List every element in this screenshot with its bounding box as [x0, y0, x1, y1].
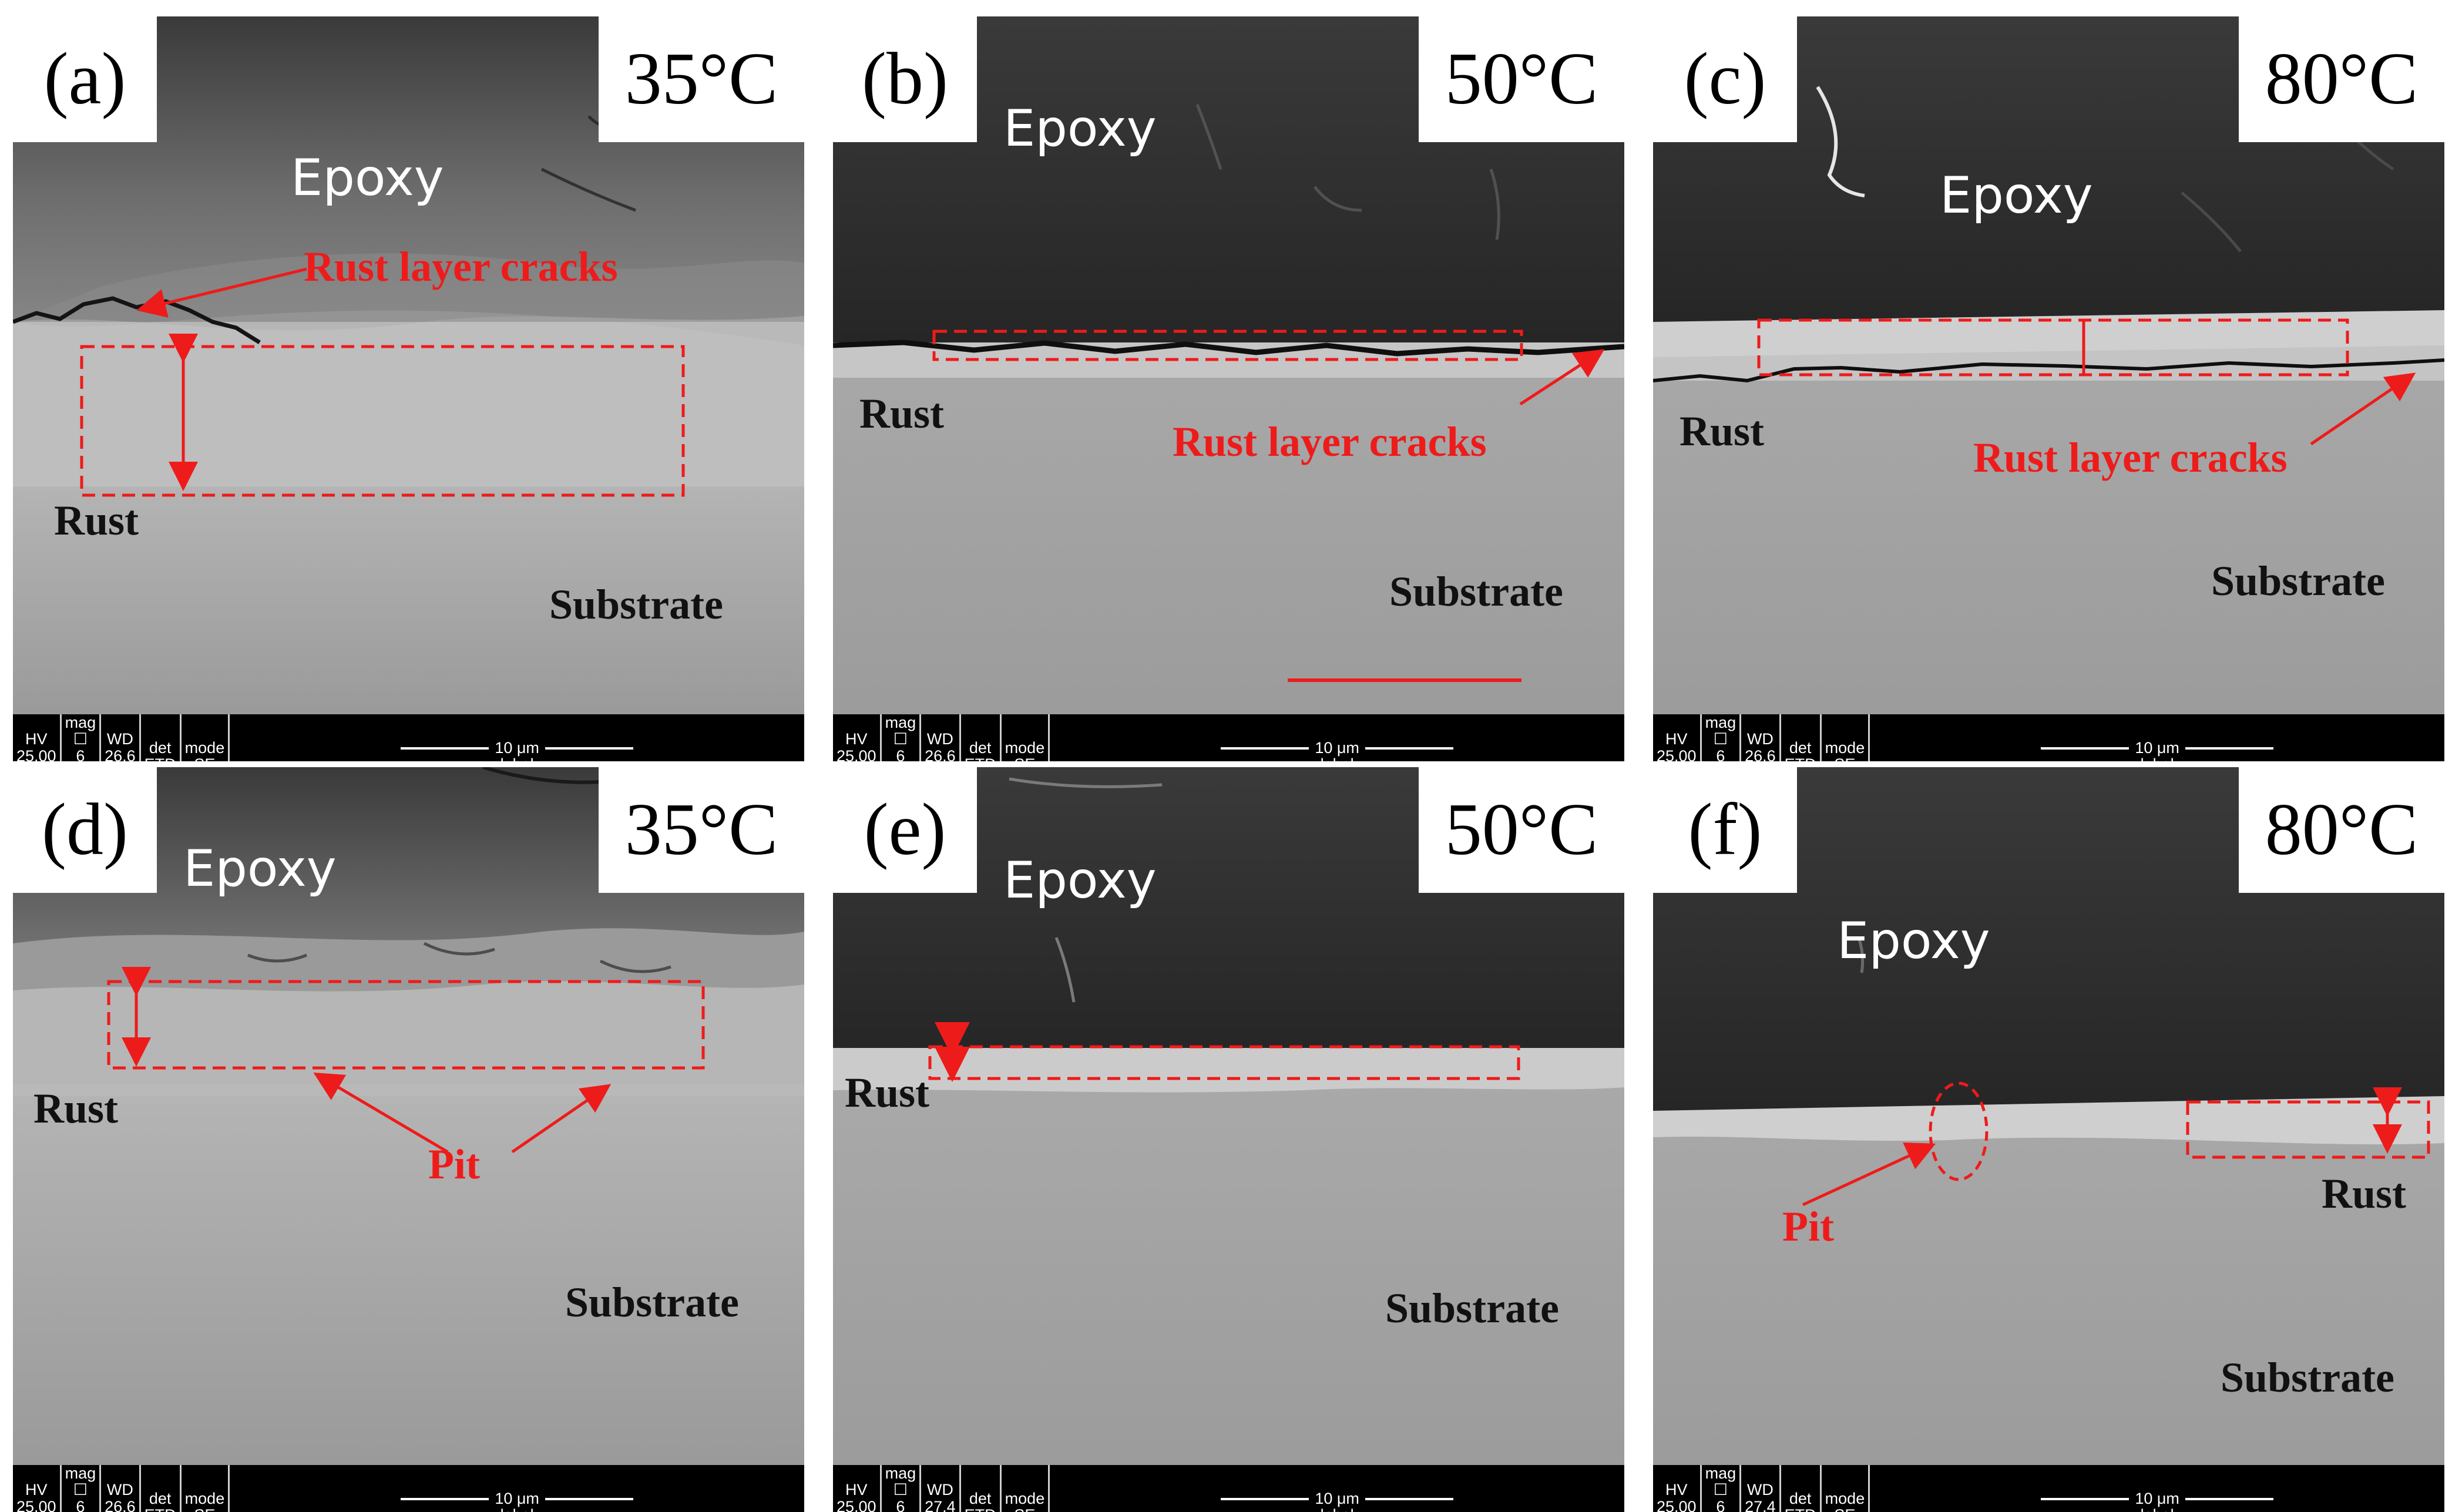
- panel-label: (a): [13, 16, 157, 142]
- epoxy-label: Epoxy: [1003, 99, 1157, 158]
- temperature-label: 35°C: [599, 767, 804, 893]
- panel-label: (e): [833, 767, 977, 893]
- rust-label: Rust: [54, 497, 139, 544]
- epoxy-label: Epoxy: [1837, 912, 1990, 970]
- rust-cracks-annotation: Rust layer cracks: [304, 243, 618, 290]
- sem-mag: mag ☐6 000 x: [61, 1465, 102, 1512]
- sem-mode: modeSE: [1820, 714, 1870, 761]
- epoxy-label: Epoxy: [1003, 851, 1157, 910]
- pit-annotation: Pit: [428, 1141, 480, 1188]
- rust-label: Rust: [1680, 408, 1765, 455]
- temperature-label: 80°C: [2239, 767, 2444, 893]
- temperature-label: 80°C: [2239, 16, 2444, 142]
- sem-det: detETD: [140, 714, 182, 761]
- sem-mag: mag ☐6 000 x: [1701, 714, 1742, 761]
- rust-cracks-annotation: Rust layer cracks: [1173, 418, 1487, 465]
- sem-mode: modeSE: [1820, 1465, 1870, 1512]
- epoxy-label: Epoxy: [291, 149, 444, 207]
- rust-label: Rust: [845, 1069, 930, 1116]
- sem-det: detETD: [960, 714, 1002, 761]
- epoxy-label: Epoxy: [183, 839, 337, 898]
- sem-panel-d: (d) 35°C Epoxy Rust Pit Substrate HV 25.0…: [13, 767, 804, 1512]
- sem-mag: mag ☐6 000 x: [881, 1465, 922, 1512]
- sem-panel-a: (a) 35°C Epoxy Rust layer cracks Rust Su…: [13, 16, 804, 761]
- sem-mag: mag ☐6 000 x: [881, 714, 922, 761]
- epoxy-label: Epoxy: [1940, 166, 2093, 225]
- panel-label: (b): [833, 16, 977, 142]
- scale-bar: 10 μmlabel: [1869, 714, 2444, 761]
- sem-mode: modeSE: [1000, 714, 1050, 761]
- rust-label: Rust: [859, 390, 945, 437]
- scale-bar: 10 μmlabel: [229, 714, 804, 761]
- substrate-label: Substrate: [1385, 1285, 1560, 1332]
- sem-panel-f: (f) 80°C Epoxy Rust Pit Substrate HV 25.0…: [1653, 767, 2444, 1512]
- sem-mode: modeSE: [180, 714, 230, 761]
- temperature-label: 50°C: [1419, 16, 1624, 142]
- sem-panel-b: (b) 50°C Epoxy Rust Rust layer cracks Su…: [833, 16, 1624, 761]
- rust-cracks-annotation: Rust layer cracks: [1973, 434, 2288, 481]
- sem-panel-c: (c) 80°C Epoxy Rust Rust layer cracks Su…: [1653, 16, 2444, 761]
- sem-mode: modeSE: [180, 1465, 230, 1512]
- substrate-label: Substrate: [549, 581, 724, 628]
- pit-annotation: Pit: [1782, 1203, 1834, 1250]
- substrate-label: Substrate: [2211, 557, 2386, 604]
- sem-det: detETD: [140, 1465, 182, 1512]
- sem-det: detETD: [960, 1465, 1002, 1512]
- scale-bar: 10 μmlabel: [1049, 714, 1624, 761]
- sem-mode: modeSE: [1000, 1465, 1050, 1512]
- sem-mag: mag ☐6 000 x: [1701, 1465, 1742, 1512]
- substrate-label: Substrate: [565, 1279, 740, 1326]
- substrate-label: Substrate: [2221, 1354, 2395, 1401]
- panel-label: (f): [1653, 767, 1797, 893]
- panel-label: (c): [1653, 16, 1797, 142]
- temperature-label: 35°C: [599, 16, 804, 142]
- rust-label: Rust: [2322, 1170, 2407, 1217]
- scale-bar: 10 μmlabel: [1049, 1465, 1624, 1512]
- panel-label: (d): [13, 767, 157, 893]
- sem-mag: mag ☐6 000 x: [61, 714, 102, 761]
- scale-bar: 10 μmlabel: [1869, 1465, 2444, 1512]
- sem-det: detETD: [1780, 714, 1822, 761]
- temperature-label: 50°C: [1419, 767, 1624, 893]
- scale-bar: 10 μmlabel: [229, 1465, 804, 1512]
- substrate-label: Substrate: [1389, 568, 1564, 615]
- rust-label: Rust: [33, 1085, 119, 1132]
- sem-det: detETD: [1780, 1465, 1822, 1512]
